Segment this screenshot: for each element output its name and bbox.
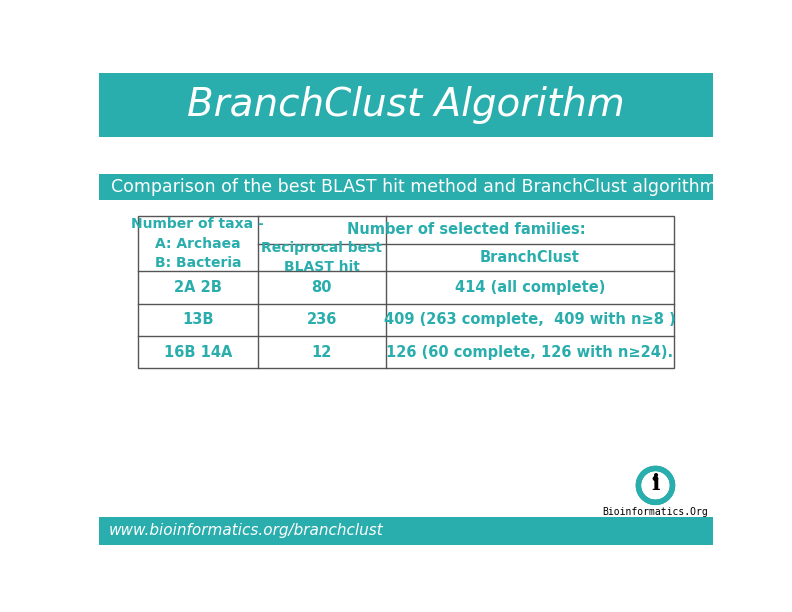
Text: 126 (60 complete, 126 with n≥24).: 126 (60 complete, 126 with n≥24). (386, 345, 673, 360)
FancyBboxPatch shape (99, 73, 713, 136)
FancyBboxPatch shape (99, 174, 713, 201)
Text: i: i (651, 473, 660, 495)
Text: 80: 80 (311, 280, 332, 295)
Text: Comparison of the best BLAST hit method and BranchClust algorithm: Comparison of the best BLAST hit method … (111, 178, 716, 196)
Text: www.bioinformatics.org/branchclust: www.bioinformatics.org/branchclust (109, 523, 383, 539)
Text: 414 (all complete): 414 (all complete) (455, 280, 605, 295)
Text: Reciprocal best
BLAST hit: Reciprocal best BLAST hit (261, 241, 383, 274)
Text: 13B: 13B (182, 312, 214, 327)
FancyBboxPatch shape (99, 517, 713, 545)
Text: 236: 236 (307, 312, 337, 327)
Text: 409 (263 complete,  409 with n≥8 ): 409 (263 complete, 409 with n≥8 ) (384, 312, 676, 327)
Text: 12: 12 (311, 345, 332, 360)
Text: Number of taxa -
A: Archaea
B: Bacteria: Number of taxa - A: Archaea B: Bacteria (131, 217, 265, 270)
Text: Bioinformatics.Org: Bioinformatics.Org (603, 507, 708, 517)
Circle shape (645, 475, 666, 496)
Text: 2A 2B: 2A 2B (174, 280, 222, 295)
Text: BranchClust: BranchClust (480, 250, 580, 265)
Text: 16B 14A: 16B 14A (164, 345, 232, 360)
Text: Number of selected families:: Number of selected families: (347, 222, 585, 237)
Text: BranchClust Algorithm: BranchClust Algorithm (187, 86, 625, 124)
